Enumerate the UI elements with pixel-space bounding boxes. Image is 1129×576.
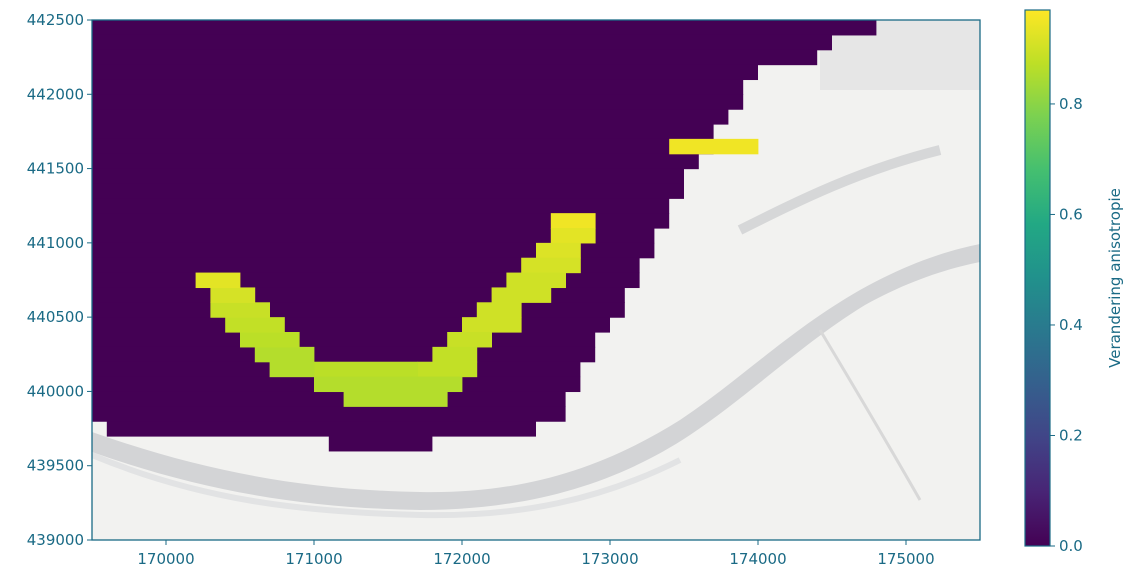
heat-cell-10 [432,346,478,363]
heat-cell-4 [521,257,581,274]
heat-cell-13 [269,361,315,378]
background-row-9 [92,153,699,170]
x-tick-label: 173000 [581,550,638,568]
y-tick-label: 440500 [27,308,84,326]
colorbar-tick-label: 0.6 [1059,205,1083,223]
background-row-21 [92,332,596,348]
x-tick-label: 170000 [137,550,194,568]
x-tick-label: 174000 [729,550,786,568]
heatmap-cells [195,138,759,407]
heat-cell-17 [210,302,270,318]
background-row-3 [92,64,758,81]
heat-cell-8 [462,317,522,333]
y-tick-label: 440000 [27,382,84,400]
x-tick-label: 171000 [285,550,342,568]
background-row-14 [92,228,655,244]
heat-cell-15 [240,332,300,348]
heat-cell-21 [343,391,448,407]
colorbar-ticks: 0.0 0.2 0.4 0.6 0.8 [1050,95,1083,555]
heat-cell-14 [254,346,315,363]
heat-cell-7 [476,302,522,318]
y-tick-label: 441500 [27,160,84,178]
colorbar-tick-label: 0.0 [1059,537,1083,555]
y-tick-label: 442500 [27,11,84,29]
y-axis: 439000 439500 440000 440500 441000 441500 4420… [27,11,92,549]
heat-cell-1 [550,213,596,229]
heat-cell-9 [447,332,492,348]
background-row-5 [92,94,744,110]
heat-cell-5 [506,272,566,289]
background-row-26 [92,406,566,422]
y-tick-label: 442000 [27,85,84,103]
heat-cell-12 [314,361,418,378]
heat-cell-0 [669,138,759,155]
heat-cell-18 [210,287,256,303]
heat-cell-2 [550,228,596,244]
background-row-8 [92,138,714,155]
background-row-1 [92,34,832,51]
heat-cell-6 [491,287,552,303]
x-tick-label: 172000 [433,550,490,568]
plot-frame [91,19,981,541]
colorbar-tick-label: 0.8 [1059,95,1083,113]
heat-cell-19 [195,272,241,289]
background-row-12 [92,198,670,214]
heat-cell-20 [314,376,463,393]
colorbar-tick-label: 0.2 [1059,426,1083,444]
background-row-11 [92,183,684,199]
background-row-16 [92,257,640,274]
background-row-7 [92,124,714,140]
colorbar-label: Verandering anisotropie [1106,188,1124,368]
heat-cell-16 [225,317,285,333]
heat-cell-11 [417,361,478,378]
background-row-20 [92,317,610,333]
background-row-2 [92,49,818,66]
background-row-22 [92,346,596,363]
heat-cell-3 [536,242,581,259]
background-row-0 [92,20,877,36]
y-tick-label: 441000 [27,234,84,252]
y-tick-label: 439500 [27,457,84,475]
y-tick-label: 439000 [27,531,84,549]
background-row-15 [92,242,655,259]
background-row-13 [92,213,670,229]
background-row-27 [106,421,537,437]
background-row-19 [92,302,625,318]
background-row-4 [92,79,744,95]
background-row-10 [92,168,684,185]
x-axis: 170000 171000 172000 173000 174000 175000 [137,540,935,568]
x-tick-label: 175000 [877,550,934,568]
background-row-25 [92,391,566,407]
colorbar-gradient [1024,9,1051,547]
colorbar: 0.0 0.2 0.4 0.6 0.8 Verandering anisotropie [1024,9,1124,555]
colorbar-tick-label: 0.4 [1059,316,1083,334]
background-row-28 [328,436,433,452]
background-row-6 [92,109,729,125]
